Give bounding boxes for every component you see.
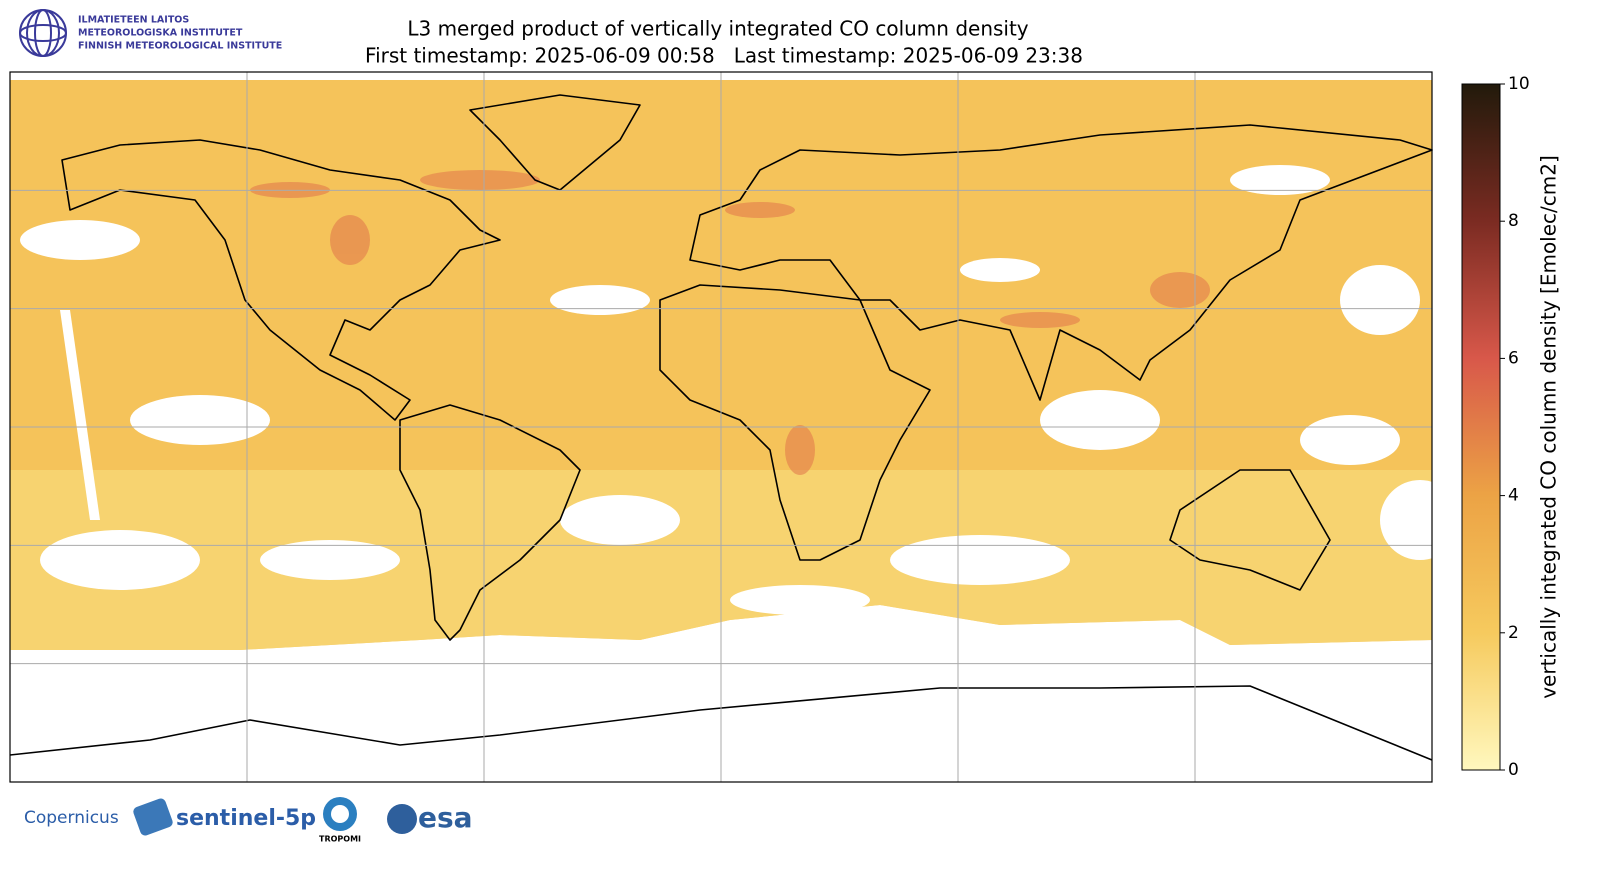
map bbox=[9, 71, 1460, 783]
esa-icon bbox=[387, 804, 417, 834]
logo-copernicus: Copernicus bbox=[24, 808, 119, 828]
logo-text: ILMATIETEEN LAITOS bbox=[78, 15, 189, 26]
colorbar bbox=[1461, 83, 1501, 771]
subtitle: First timestamp: 2025-06-09 00:58 Last t… bbox=[365, 44, 1083, 68]
colorbar-tick-label: 0 bbox=[1508, 760, 1519, 780]
colorbar-label: vertically integrated CO column density … bbox=[1537, 155, 1561, 699]
logo-text: FINNISH METEOROLOGICAL INSTITUTE bbox=[78, 41, 282, 52]
colorbar-tick-label: 2 bbox=[1508, 623, 1519, 643]
colorbar-tick-label: 6 bbox=[1508, 348, 1519, 368]
fmi-logo bbox=[19, 9, 67, 57]
colorbar-tick-label: 8 bbox=[1508, 211, 1519, 231]
tropomi-icon bbox=[323, 797, 357, 831]
map-frame bbox=[9, 71, 1433, 783]
title: L3 merged product of vertically integrat… bbox=[407, 17, 1028, 41]
coastlines bbox=[9, 94, 1433, 761]
colorbar-tick-label: 4 bbox=[1508, 486, 1519, 506]
logo-sentinel: sentinel-5p bbox=[176, 806, 316, 831]
logo-esa: esa bbox=[418, 801, 473, 834]
sentinel-icon bbox=[133, 798, 173, 836]
logo-tropomi: TROPOMI bbox=[319, 835, 361, 844]
colorbar-tick-label: 10 bbox=[1508, 74, 1530, 94]
logo-text: METEOROLOGISKA INSTITUTET bbox=[78, 28, 243, 39]
